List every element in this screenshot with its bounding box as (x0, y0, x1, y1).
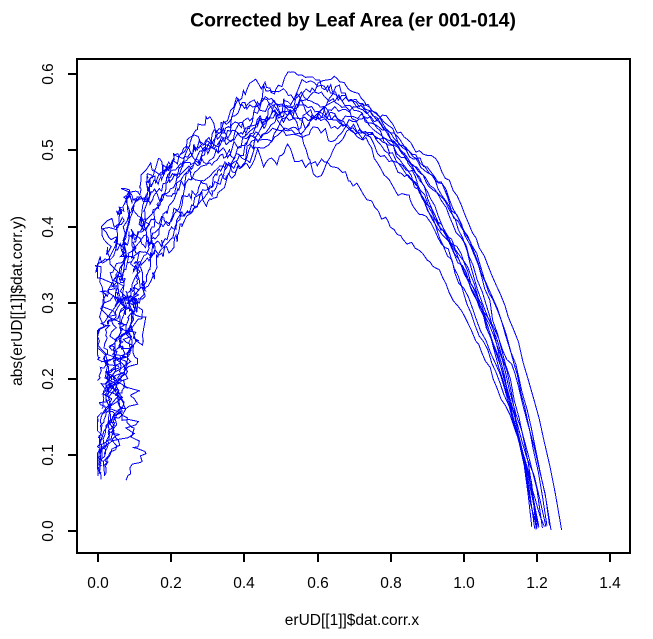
svg-text:0.1: 0.1 (40, 444, 57, 466)
svg-text:0.0: 0.0 (87, 575, 109, 592)
svg-text:0.3: 0.3 (40, 292, 57, 314)
svg-text:0.8: 0.8 (380, 575, 402, 592)
svg-text:0.6: 0.6 (307, 575, 329, 592)
svg-text:1.4: 1.4 (599, 575, 621, 592)
svg-text:Corrected by Leaf Area (er 001: Corrected by Leaf Area (er 001-014) (190, 10, 516, 32)
svg-text:0.5: 0.5 (40, 139, 57, 161)
svg-text:1.0: 1.0 (453, 575, 475, 592)
svg-text:erUD[[1]]$dat.corr.x: erUD[[1]]$dat.corr.x (285, 612, 420, 629)
svg-text:0.2: 0.2 (40, 368, 57, 390)
svg-text:0.4: 0.4 (233, 575, 255, 592)
svg-text:0.0: 0.0 (40, 520, 57, 542)
svg-text:abs(erUD[[1]]$dat.corr.y): abs(erUD[[1]]$dat.corr.y) (9, 216, 26, 386)
svg-text:1.2: 1.2 (526, 575, 548, 592)
svg-text:0.4: 0.4 (40, 216, 57, 238)
svg-text:0.6: 0.6 (40, 63, 57, 85)
svg-text:0.2: 0.2 (160, 575, 182, 592)
